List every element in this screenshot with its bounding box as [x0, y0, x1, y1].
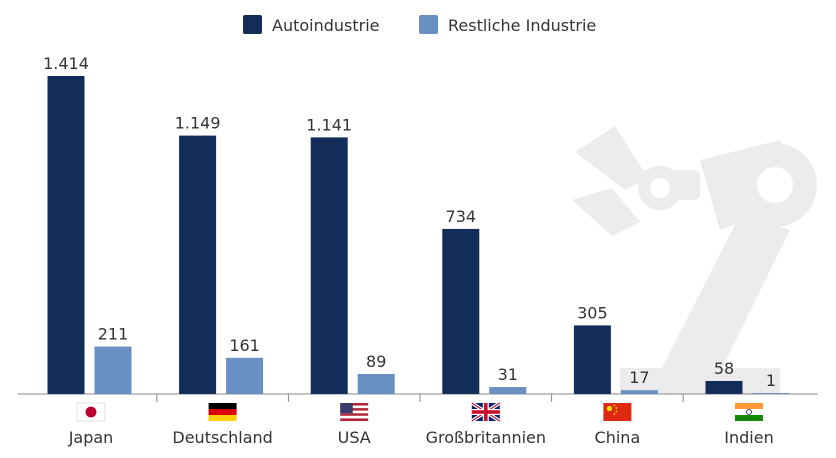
data-label-restliche-industrie: 1 — [766, 371, 776, 390]
bar-restliche-industrie — [226, 357, 264, 394]
data-label-autoindustrie: 58 — [714, 359, 734, 378]
category-label: USA — [338, 428, 371, 447]
bar-autoindustrie — [442, 228, 480, 394]
data-label-restliche-industrie: 161 — [229, 336, 260, 355]
bars-group — [47, 76, 790, 394]
data-label-restliche-industrie: 211 — [98, 325, 129, 344]
value-labels-group: 1.414 211 1.149 161 1.141 89 734 31 305 17 58 1 — [43, 54, 776, 390]
legend-swatch-autoindustrie — [243, 15, 262, 34]
flag-usa-icon — [340, 403, 369, 421]
category-label: Deutschland — [172, 428, 272, 447]
bar-restliche-industrie — [357, 373, 395, 394]
bar-autoindustrie — [47, 76, 85, 394]
legend-label-restliche-industrie: Restliche Industrie — [448, 16, 596, 35]
bar-restliche-industrie — [620, 390, 658, 394]
flag-uk-icon — [470, 401, 501, 423]
data-label-autoindustrie: 305 — [577, 303, 608, 322]
data-label-autoindustrie: 734 — [446, 207, 477, 226]
legend: Autoindustrie Restliche Industrie — [243, 15, 596, 35]
flags-group — [76, 401, 763, 423]
legend-swatch-restliche-industrie — [419, 15, 438, 34]
robot-arm-watermark-icon — [572, 126, 817, 394]
data-label-autoindustrie: 1.141 — [306, 115, 352, 134]
x-axis-ticks — [156, 394, 684, 402]
data-label-autoindustrie: 1.149 — [175, 114, 221, 133]
category-label: Japan — [68, 428, 114, 447]
bar-autoindustrie — [705, 380, 743, 394]
bar-autoindustrie — [310, 137, 348, 394]
category-label: Indien — [724, 428, 773, 447]
data-label-restliche-industrie: 31 — [498, 365, 518, 384]
flag-germany-icon — [208, 403, 237, 421]
data-label-restliche-industrie: 89 — [366, 352, 386, 371]
bar-restliche-industrie — [752, 393, 790, 394]
bar-autoindustrie — [179, 135, 217, 394]
category-labels-group: Japan Deutschland USA Großbritannien China In… — [68, 428, 774, 447]
data-label-autoindustrie: 1.414 — [43, 54, 89, 73]
category-label: Großbritannien — [426, 428, 546, 447]
bar-autoindustrie — [573, 325, 611, 394]
flag-china-icon — [603, 403, 632, 421]
flag-india-icon — [735, 403, 763, 421]
flag-japan-icon — [76, 402, 106, 422]
bar-restliche-industrie — [94, 346, 132, 394]
legend-label-autoindustrie: Autoindustrie — [272, 16, 380, 35]
category-label: China — [595, 428, 641, 447]
bar-restliche-industrie — [489, 387, 527, 394]
data-label-restliche-industrie: 17 — [629, 368, 649, 387]
